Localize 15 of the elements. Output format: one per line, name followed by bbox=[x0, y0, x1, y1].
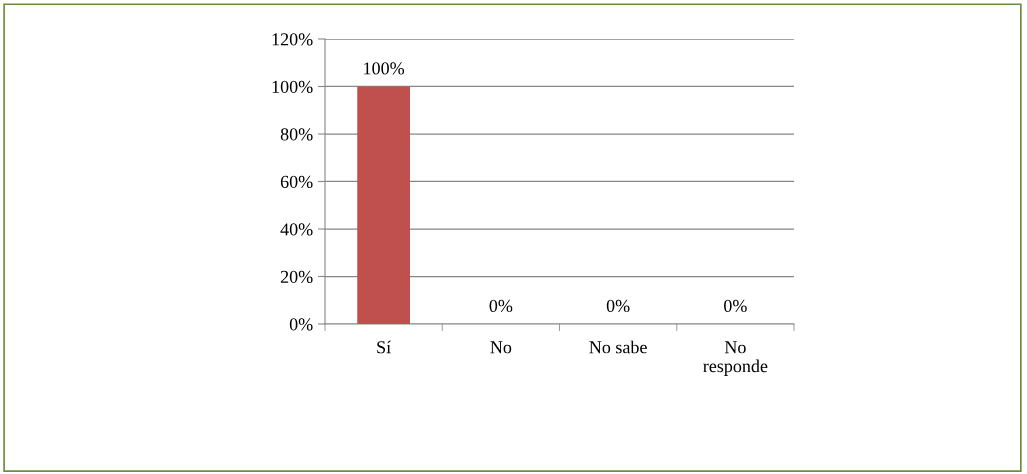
y-tick-label: 100% bbox=[272, 80, 313, 93]
x-tick-label: Sí bbox=[377, 340, 391, 354]
x-tick-label: No bbox=[490, 341, 512, 354]
data-label: 0% bbox=[606, 299, 630, 313]
x-tick-label: No responde bbox=[703, 341, 768, 376]
y-tick-label: 40% bbox=[280, 223, 313, 236]
data-label: 0% bbox=[489, 299, 513, 313]
y-tick-label: 20% bbox=[280, 270, 313, 283]
data-label: 100% bbox=[364, 62, 405, 75]
data-label: 0% bbox=[724, 299, 747, 313]
y-tick-label: 0% bbox=[289, 318, 313, 331]
y-tick-label: 120% bbox=[272, 33, 313, 46]
y-tick-label: 60% bbox=[280, 175, 313, 188]
x-tick-label: No sabe bbox=[589, 340, 647, 354]
y-tick-label: 80% bbox=[280, 128, 313, 141]
